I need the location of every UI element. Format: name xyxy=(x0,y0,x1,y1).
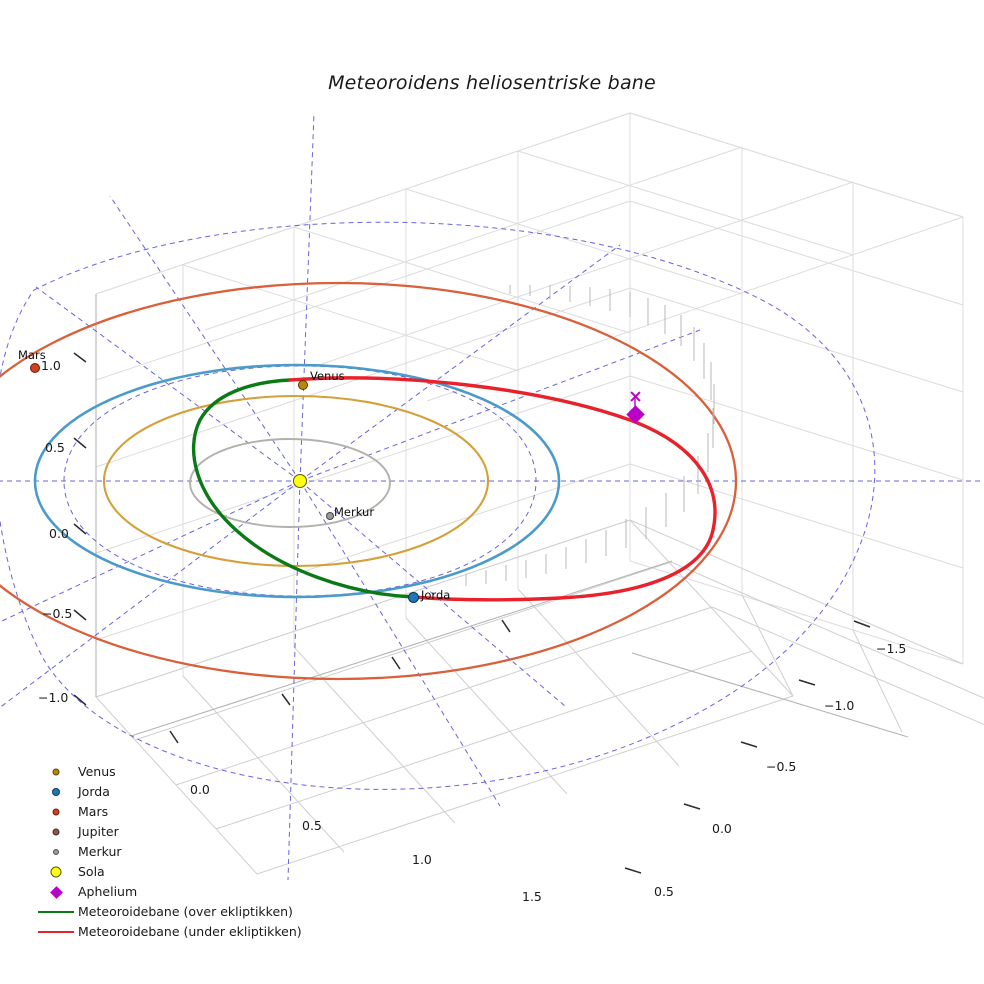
ceiling-pane-grid xyxy=(95,112,964,402)
legend-item-label: Meteoroidebane (under ekliptikken) xyxy=(78,924,302,939)
legend-item-aphelium[interactable]: Aphelium xyxy=(34,882,334,902)
legend-item-label: Sola xyxy=(78,864,105,879)
y-axis-spine xyxy=(631,652,909,738)
x-tick-label-1: 0.5 xyxy=(302,818,322,833)
circle-marker xyxy=(34,782,78,802)
z-tick-label-0: 1.0 xyxy=(41,358,61,373)
merkur-point-marker xyxy=(326,512,334,520)
axes-panes xyxy=(95,112,984,875)
legend-item-label: Merkur xyxy=(78,844,122,859)
circle-marker xyxy=(34,862,78,882)
legend-item-label: Jupiter xyxy=(78,824,119,839)
jorda-point-marker xyxy=(407,591,419,603)
x-tick-label-0: 0.0 xyxy=(190,782,210,797)
y-tick-label-3: −1.0 xyxy=(824,698,855,713)
meteoroid-path-over-ecliptic-upper xyxy=(198,378,292,422)
legend-item-label: Mars xyxy=(78,804,109,819)
page-title: Meteoroidens heliosentriske bane xyxy=(328,72,656,94)
mars-point-marker xyxy=(30,363,40,373)
diamond-marker xyxy=(34,882,78,902)
legend-item-meteoroidebane[interactable]: Meteoroidebane (over ekliptikken) xyxy=(34,902,334,922)
meteoroid-orbit xyxy=(191,376,717,602)
left-wall-grid xyxy=(95,112,631,698)
mars-point-label: Mars xyxy=(18,348,46,362)
legend: Venus Jorda Mars Jupiter Merkur Sola Aphelium M… xyxy=(34,762,334,942)
sola-marker xyxy=(293,474,307,488)
legend-item-label: Meteoroidebane (over ekliptikken) xyxy=(78,904,293,919)
legend-item-mars[interactable]: Mars xyxy=(34,802,334,822)
x-axis-spine xyxy=(130,560,673,737)
z-tick-label-4: −1.0 xyxy=(38,690,69,705)
axis-spines xyxy=(95,294,909,738)
jorda-orbit xyxy=(33,363,561,599)
ecliptic-projection-lines xyxy=(0,112,984,880)
z-tick-label-3: −0.5 xyxy=(42,606,73,621)
legend-item-jorda[interactable]: Jorda xyxy=(34,782,334,802)
x-tick-label-2: 1.0 xyxy=(412,852,432,867)
axis-ticks xyxy=(73,352,871,874)
y-tick-label-0: 0.5 xyxy=(654,884,674,899)
y-tick-label-2: −0.5 xyxy=(766,759,797,774)
circle-marker xyxy=(34,822,78,842)
legend-item-label: Venus xyxy=(78,764,116,779)
line-swatch xyxy=(34,902,78,922)
jorda-point-label: Jorda xyxy=(421,588,451,602)
y-tick-label-1: 0.0 xyxy=(712,821,732,836)
right-wall-grid xyxy=(629,112,964,665)
venus-orbit xyxy=(102,394,490,568)
z-tick-label-2: 0.0 xyxy=(49,526,69,541)
meteoroid-path-over-ecliptic xyxy=(191,418,415,599)
line-swatch xyxy=(34,922,78,942)
legend-item-meteoroidebane[interactable]: Meteoroidebane (under ekliptikken) xyxy=(34,922,334,942)
legend-item-jupiter[interactable]: Jupiter xyxy=(34,822,334,842)
circle-marker xyxy=(34,842,78,862)
meteoroid-path-under-ecliptic xyxy=(288,376,717,602)
circle-marker xyxy=(34,762,78,782)
z-tick-label-1: 0.5 xyxy=(45,440,65,455)
merkur-point-label: Merkur xyxy=(334,505,375,519)
legend-item-merkur[interactable]: Merkur xyxy=(34,842,334,862)
legend-item-venus[interactable]: Venus xyxy=(34,762,334,782)
meteoroid-stems xyxy=(465,285,715,586)
y-tick-label-4: −1.5 xyxy=(876,641,907,656)
floor-grid xyxy=(95,519,984,875)
legend-item-label: Aphelium xyxy=(78,884,138,899)
merkur-orbit xyxy=(189,438,391,528)
mars-orbit xyxy=(0,281,738,681)
x-tick-label-3: 1.5 xyxy=(522,889,542,904)
planet-orbits xyxy=(0,281,738,681)
legend-item-label: Jorda xyxy=(78,784,110,799)
circle-marker xyxy=(34,802,78,822)
venus-point-label: Venus xyxy=(310,369,345,383)
legend-item-sola[interactable]: Sola xyxy=(34,862,334,882)
aphelium-projection-x-marker xyxy=(629,390,641,402)
venus-point-marker xyxy=(298,380,308,390)
